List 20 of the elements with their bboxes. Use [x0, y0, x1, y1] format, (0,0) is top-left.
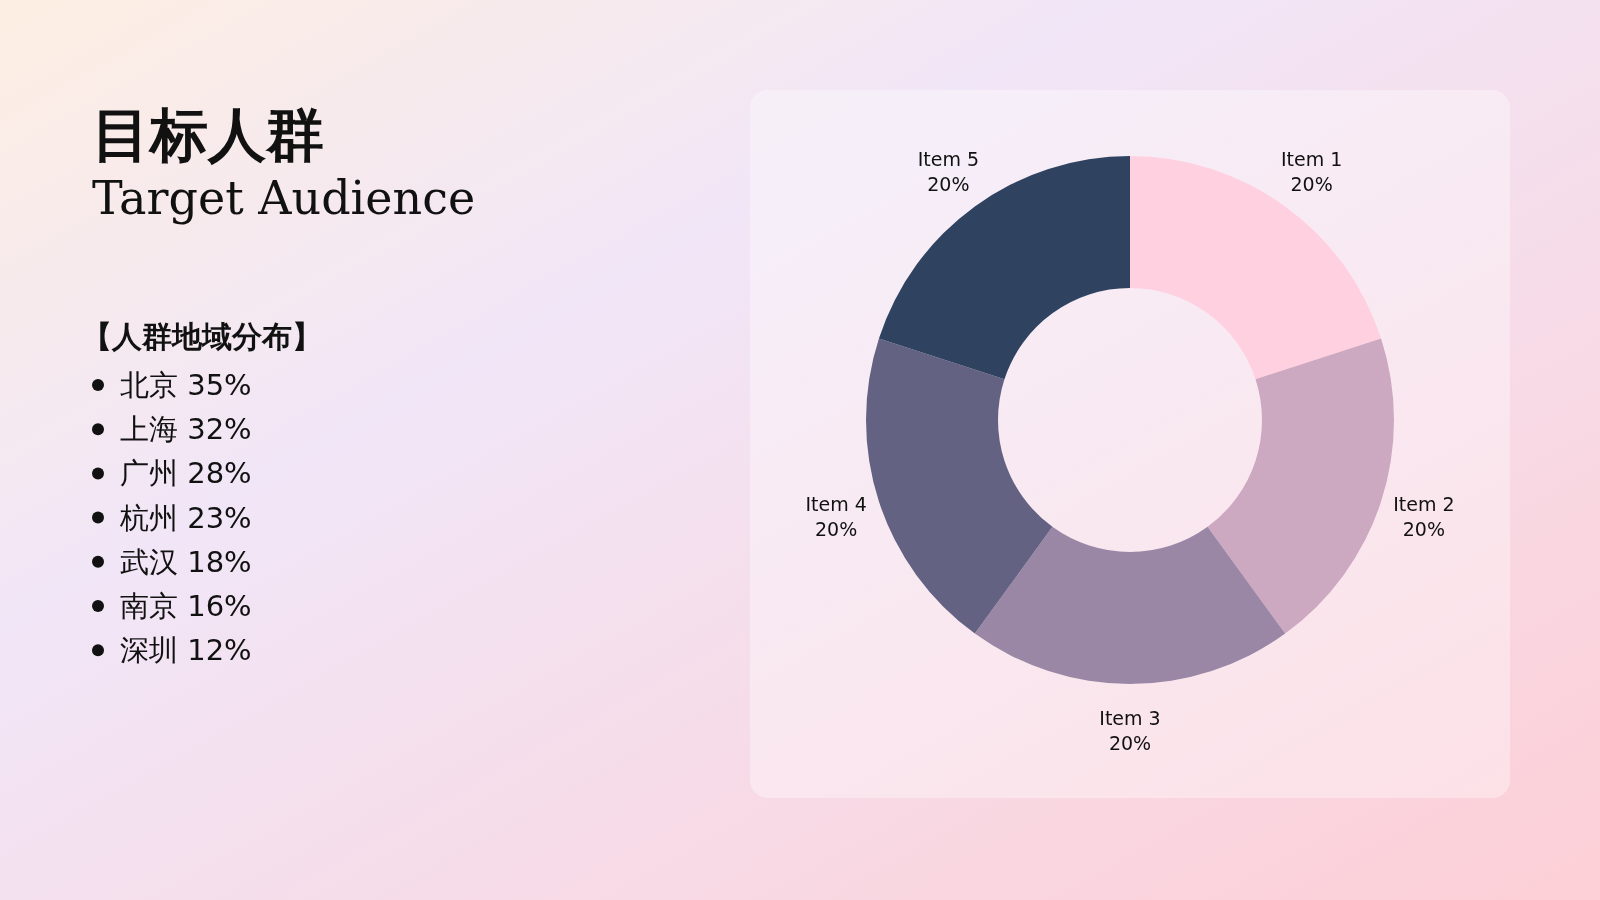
value-label: 20%	[1108, 732, 1152, 754]
value-label: 20%	[1402, 518, 1445, 541]
label: Item 3	[1099, 707, 1161, 729]
annotation: 南京 16%	[120, 589, 252, 623]
label: Item 1	[1280, 148, 1343, 170]
label: Item 4	[805, 493, 867, 516]
value-label: 20%	[1290, 173, 1333, 195]
title: 目标人群	[92, 101, 324, 169]
subtitle: Target Audience	[92, 171, 476, 225]
annotation: 广州 28%	[120, 456, 252, 491]
value-label: 20%	[815, 518, 858, 541]
annotation: 上海 32%	[120, 412, 252, 447]
value-label: 20%	[927, 173, 970, 195]
label: Item 2	[1393, 493, 1455, 516]
annotation: 杭州 23%	[120, 500, 252, 535]
annotation: 深圳 12%	[120, 633, 252, 668]
label: Item 5	[917, 148, 980, 170]
annotation: 【人群地域分布】	[82, 319, 322, 354]
annotation: 武汉 18%	[120, 544, 252, 579]
annotation: 北京 35%	[120, 368, 252, 402]
